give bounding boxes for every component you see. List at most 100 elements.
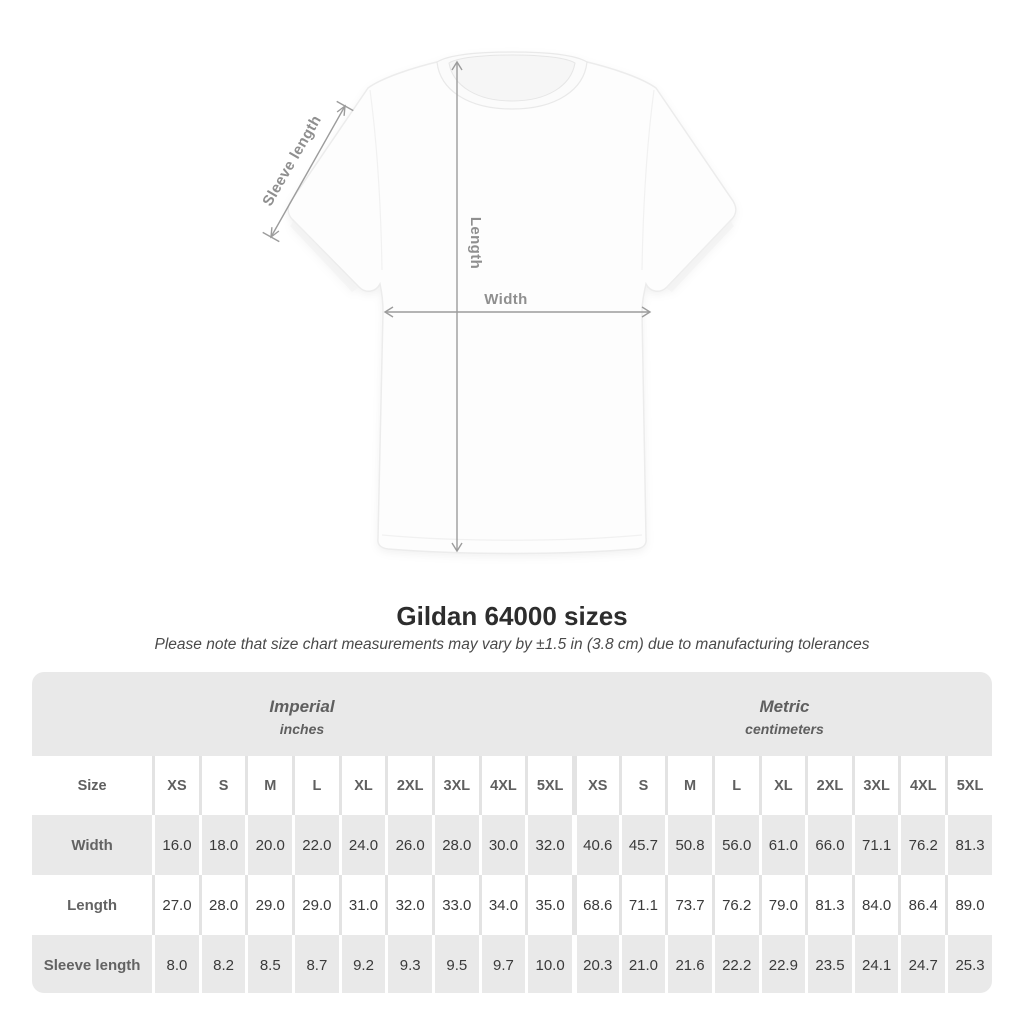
- page-title: Gildan 64000 sizes: [396, 601, 628, 631]
- table-row: Sleeve length 8.0 8.2 8.5 8.7 9.2 9.3 9.5 9.7 10.…: [32, 935, 992, 993]
- size-header-imperial-3xl: 3XL: [431, 756, 479, 815]
- size-header-imperial-l: L: [292, 756, 339, 815]
- table-cell: 56.0: [711, 815, 759, 875]
- table-cell: 71.1: [618, 875, 666, 935]
- table-cell: 24.1: [851, 935, 899, 993]
- left-side-seam: [369, 89, 383, 271]
- table-cell: 32.0: [385, 875, 432, 935]
- metric-subtitle: centimeters: [745, 720, 824, 737]
- table-cell: 27.0: [152, 875, 199, 935]
- length-arrow: [451, 60, 463, 553]
- table-cell: 32.0: [525, 815, 572, 875]
- row-label: Length: [32, 875, 153, 935]
- size-header-imperial-xs: XS: [152, 756, 199, 815]
- table-cell: 50.8: [665, 815, 712, 875]
- tshirt-image: [287, 51, 737, 555]
- length-label: Length: [467, 217, 484, 269]
- unit-header-row: Imperial inches Metric centimeters: [32, 672, 992, 756]
- metric-header: Metric centimeters: [571, 672, 992, 756]
- table-cell: 76.2: [898, 815, 946, 875]
- table-cell: 30.0: [478, 815, 526, 875]
- table-cell: 31.0: [338, 875, 386, 935]
- table-cell: 9.3: [385, 935, 432, 993]
- tshirt-measurement-diagram: Sleeve length Length Width: [259, 51, 737, 555]
- size-header-imperial-xl: XL: [338, 756, 386, 815]
- table-cell: 20.3: [571, 935, 619, 993]
- table-cell: 23.5: [805, 935, 852, 993]
- table-cell: 84.0: [851, 875, 899, 935]
- table-cell: 9.2: [338, 935, 386, 993]
- size-header-metric-3xl: 3XL: [851, 756, 899, 815]
- table-cell: 25.3: [945, 935, 992, 993]
- table-cell: 22.0: [292, 815, 339, 875]
- table-cell: 20.0: [245, 815, 293, 875]
- row-label: Sleeve length: [32, 935, 153, 993]
- table-cell: 68.6: [571, 875, 619, 935]
- table-cell: 61.0: [758, 815, 806, 875]
- size-table-container: Imperial inches Metric centimeters Size X…: [32, 672, 992, 993]
- table-cell: 10.0: [525, 935, 572, 993]
- size-header-imperial-s: S: [198, 756, 246, 815]
- size-header-metric-5xl: 5XL: [945, 756, 992, 815]
- table-cell: 35.0: [525, 875, 572, 935]
- table-cell: 29.0: [245, 875, 293, 935]
- table-cell: 33.0: [431, 875, 479, 935]
- table-cell: 21.0: [618, 935, 666, 993]
- table-cell: 8.2: [198, 935, 246, 993]
- width-arrow: [383, 306, 652, 318]
- size-column-header: Size: [32, 756, 153, 815]
- table-cell: 79.0: [758, 875, 806, 935]
- table-cell: 16.0: [152, 815, 199, 875]
- size-header-metric-l: L: [711, 756, 759, 815]
- table-cell: 26.0: [385, 815, 432, 875]
- size-header-metric-m: M: [665, 756, 712, 815]
- row-label: Width: [32, 815, 153, 875]
- measurement-arrows: [262, 60, 652, 553]
- sleeve-length-arrow: [262, 100, 354, 243]
- table-cell: 45.7: [618, 815, 666, 875]
- tolerance-note: Please note that size chart measurements…: [154, 636, 870, 653]
- size-header-imperial-m: M: [245, 756, 293, 815]
- table-cell: 28.0: [198, 875, 246, 935]
- imperial-header: Imperial inches: [32, 672, 572, 756]
- left-cuff-shade: [290, 220, 358, 292]
- table-cell: 8.7: [292, 935, 339, 993]
- width-label: Width: [484, 291, 528, 308]
- table-cell: 9.7: [478, 935, 526, 993]
- table-cell: 24.7: [898, 935, 946, 993]
- size-header-metric-xl: XL: [758, 756, 806, 815]
- table-cell: 81.3: [805, 875, 852, 935]
- imperial-subtitle: inches: [279, 720, 325, 737]
- table-cell: 22.2: [711, 935, 759, 993]
- table-cell: 86.4: [898, 875, 946, 935]
- metric-title: Metric: [759, 696, 810, 716]
- table-cell: 8.0: [152, 935, 199, 993]
- size-table: Imperial inches Metric centimeters Size X…: [32, 672, 992, 993]
- table-cell: 29.0: [292, 875, 339, 935]
- table-cell: 34.0: [478, 875, 526, 935]
- table-cell: 21.6: [665, 935, 712, 993]
- size-header-imperial-2xl: 2XL: [385, 756, 432, 815]
- imperial-title: Imperial: [269, 696, 335, 716]
- size-header-metric-xs: XS: [571, 756, 619, 815]
- table-cell: 89.0: [945, 875, 992, 935]
- table-cell: 71.1: [851, 815, 899, 875]
- tshirt-silhouette: [287, 53, 737, 555]
- table-cell: 81.3: [945, 815, 992, 875]
- table-cell: 24.0: [338, 815, 386, 875]
- hem-stitch: [381, 534, 643, 541]
- table-row: Width 16.0 18.0 20.0 22.0 24.0 26.0 28.0 30.0 32.…: [32, 815, 992, 875]
- right-side-seam: [641, 89, 655, 271]
- collar-opening: [448, 54, 576, 102]
- table-cell: 66.0: [805, 815, 852, 875]
- size-header-imperial-5xl: 5XL: [525, 756, 572, 815]
- right-cuff-shade: [666, 220, 734, 292]
- size-header-row: Size XS S M L XL 2XL 3XL 4XL 5XL XS S M L XL 2XL 3XL 4XL 5…: [32, 756, 992, 815]
- table-row: Length 27.0 28.0 29.0 29.0 31.0 32.0 33.0 34.0 35…: [32, 875, 992, 935]
- table-cell: 40.6: [571, 815, 619, 875]
- table-cell: 22.9: [758, 935, 806, 993]
- size-header-imperial-4xl: 4XL: [478, 756, 526, 815]
- table-cell: 18.0: [198, 815, 246, 875]
- table-cell: 76.2: [711, 875, 759, 935]
